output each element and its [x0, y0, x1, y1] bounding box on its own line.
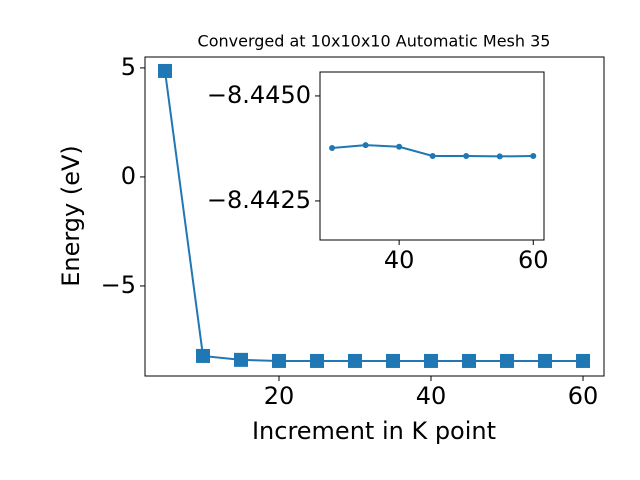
y-tick-label: −8.4450: [207, 81, 311, 109]
marker: [538, 353, 553, 368]
marker: [386, 353, 401, 368]
marker: [424, 353, 439, 368]
y-tick-label: 5: [121, 53, 136, 81]
y-tick-label: 0: [121, 162, 136, 190]
marker: [429, 153, 436, 159]
x-tick-label: 20: [264, 382, 295, 410]
marker: [530, 153, 537, 159]
marker: [462, 353, 477, 368]
marker: [233, 352, 248, 367]
chart-title: Converged at 10x10x10 Automatic Mesh 35: [198, 32, 551, 51]
x-tick-label: 60: [568, 382, 599, 410]
marker: [271, 353, 286, 368]
marker: [157, 63, 172, 78]
marker: [396, 143, 403, 150]
marker: [463, 153, 470, 159]
marker: [348, 353, 363, 368]
marker: [195, 348, 210, 363]
x-tick-label: 40: [416, 382, 447, 410]
y-tick-label: −5: [101, 271, 136, 299]
marker: [496, 153, 503, 160]
x-axis-label: Increment in K point: [252, 417, 496, 445]
y-tick-label: −8.4425: [207, 186, 311, 214]
marker: [329, 145, 336, 152]
marker: [500, 353, 515, 368]
marker: [362, 142, 369, 149]
x-tick-label: 40: [384, 246, 415, 274]
y-axis-label: Energy (eV): [57, 145, 85, 287]
marker: [310, 353, 325, 368]
x-tick-label: 60: [518, 246, 549, 274]
marker: [576, 353, 591, 368]
